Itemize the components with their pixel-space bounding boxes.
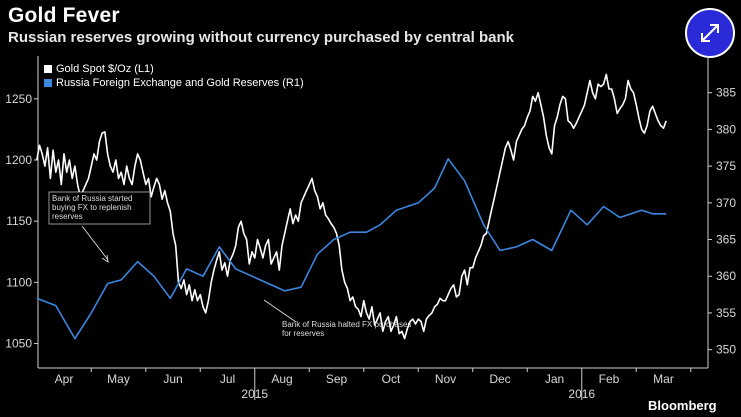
annotation-text-fx-start: Bank of Russia started (52, 194, 132, 203)
legend-item-reserves: Russia Foreign Exchange and Gold Reserve… (44, 76, 304, 90)
x-tick-label: Sep (326, 372, 348, 386)
x-tick-label: Jul (220, 372, 235, 386)
left-tick-label: 1150 (6, 214, 32, 228)
x-tick-label: Apr (55, 372, 74, 386)
legend-swatch-reserves (44, 79, 52, 87)
x-tick-label: Jan (545, 372, 564, 386)
right-tick-label: 350 (716, 343, 736, 357)
chart-subtitle: Russian reserves growing without currenc… (8, 29, 514, 46)
left-tick-label: 1250 (5, 92, 32, 106)
legend-swatch-gold (44, 65, 52, 73)
gold-spot-line (36, 73, 667, 340)
x-tick-label: May (107, 372, 130, 386)
x-tick-label: Dec (489, 372, 510, 386)
expand-arrows-icon (701, 24, 719, 42)
annotation-arrow-fx-start (81, 225, 109, 261)
right-tick-label: 360 (716, 269, 736, 283)
right-tick-label: 375 (716, 159, 736, 173)
annotation-text-fx-start: buying FX to replenish (52, 203, 132, 212)
expand-button[interactable] (685, 8, 735, 58)
x-tick-label: Jun (163, 372, 182, 386)
annotation-box-fx-start (48, 191, 151, 225)
annotation-arrowhead-fx-start (101, 254, 109, 263)
x-tick-label: Mar (653, 372, 674, 386)
reserves-line (36, 158, 667, 340)
year-label: 2016 (568, 387, 595, 401)
year-label: 2015 (241, 387, 268, 401)
legend-item-gold: Gold Spot $/Oz (L1) (44, 62, 304, 76)
bloomberg-brand: Bloomberg (648, 398, 717, 413)
annotation-text-fx-halt: Bank of Russia halted FX purchases (282, 320, 411, 329)
legend-label-gold: Gold Spot $/Oz (L1) (56, 63, 154, 75)
right-tick-label: 365 (716, 233, 736, 247)
x-tick-label: Feb (599, 372, 620, 386)
annotation-text-fx-start: reserves (52, 212, 83, 221)
legend-label-reserves: Russia Foreign Exchange and Gold Reserve… (56, 77, 304, 89)
x-tick-label: Oct (382, 372, 401, 386)
left-tick-label: 1100 (6, 275, 32, 289)
right-tick-label: 370 (716, 196, 736, 210)
annotation-text-fx-halt: for reserves (282, 329, 324, 338)
x-tick-label: Aug (271, 372, 292, 386)
chart-title: Gold Fever (8, 4, 120, 27)
x-tick-label: Nov (435, 372, 456, 386)
right-tick-label: 385 (716, 86, 736, 100)
annotation-leader-fx-halt (263, 299, 297, 323)
legend: Gold Spot $/Oz (L1) Russia Foreign Excha… (44, 62, 304, 90)
right-tick-label: 355 (716, 306, 736, 320)
left-tick-label: 1050 (5, 337, 32, 351)
left-tick-label: 1200 (5, 153, 32, 167)
right-tick-label: 380 (716, 122, 736, 136)
